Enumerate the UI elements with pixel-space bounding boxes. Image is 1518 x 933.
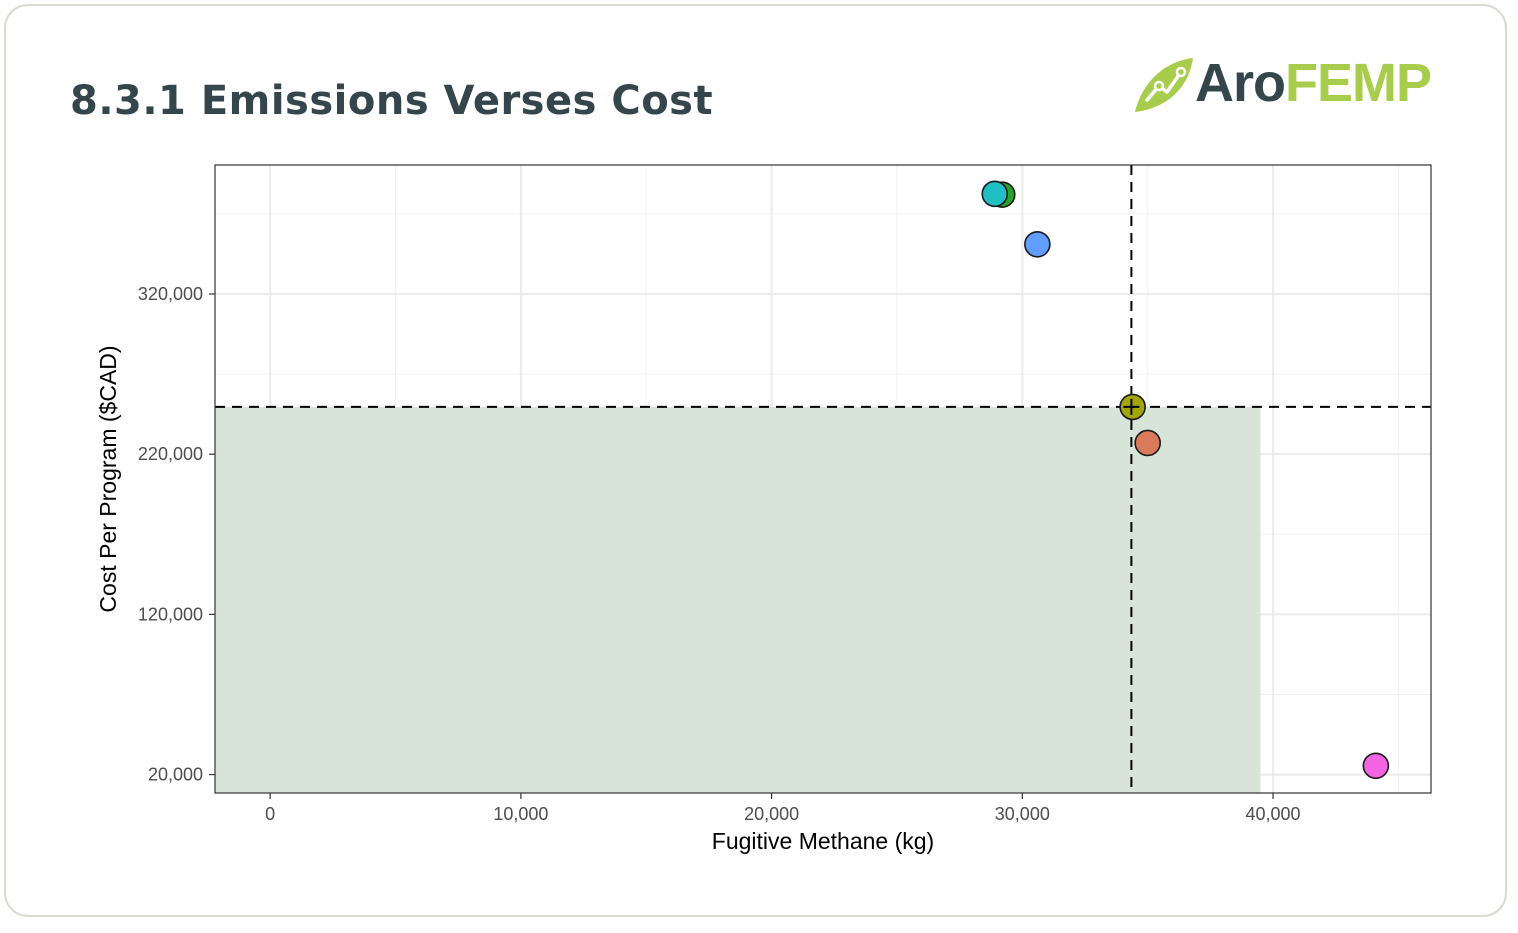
y-axis-title: Cost Per Program ($CAD) — [95, 345, 121, 612]
data-point-5 — [1134, 429, 1161, 457]
x-tick-label: 30,000 — [995, 804, 1050, 824]
leaf-chart-icon — [1135, 58, 1193, 112]
logo-text-aro: Aro — [1195, 53, 1286, 113]
data-point-3 — [1024, 231, 1051, 258]
y-tick-label: 320,000 — [138, 284, 203, 304]
x-tick-label: 10,000 — [493, 804, 548, 824]
logo-text-femp: FEMP — [1285, 53, 1432, 113]
data-point-6 — [1362, 752, 1390, 780]
page-title: 8.3.1 Emissions Verses Cost — [70, 78, 714, 124]
y-tick-label: 20,000 — [148, 765, 203, 785]
x-tick-label: 20,000 — [744, 804, 799, 824]
y-tick-label: 120,000 — [138, 604, 203, 624]
data-point-2 — [981, 180, 1009, 208]
x-axis-title: Fugitive Methane (kg) — [712, 828, 934, 854]
shaded-region — [215, 406, 1261, 793]
logo: AroFEMP — [1133, 53, 1433, 116]
plot-border — [214, 164, 1432, 794]
x-tick-label: 0 — [265, 804, 275, 824]
logo-wordmark: AroFEMP — [1195, 52, 1432, 114]
x-tick-label: 40,000 — [1246, 804, 1301, 824]
y-tick-label: 220,000 — [138, 444, 203, 464]
